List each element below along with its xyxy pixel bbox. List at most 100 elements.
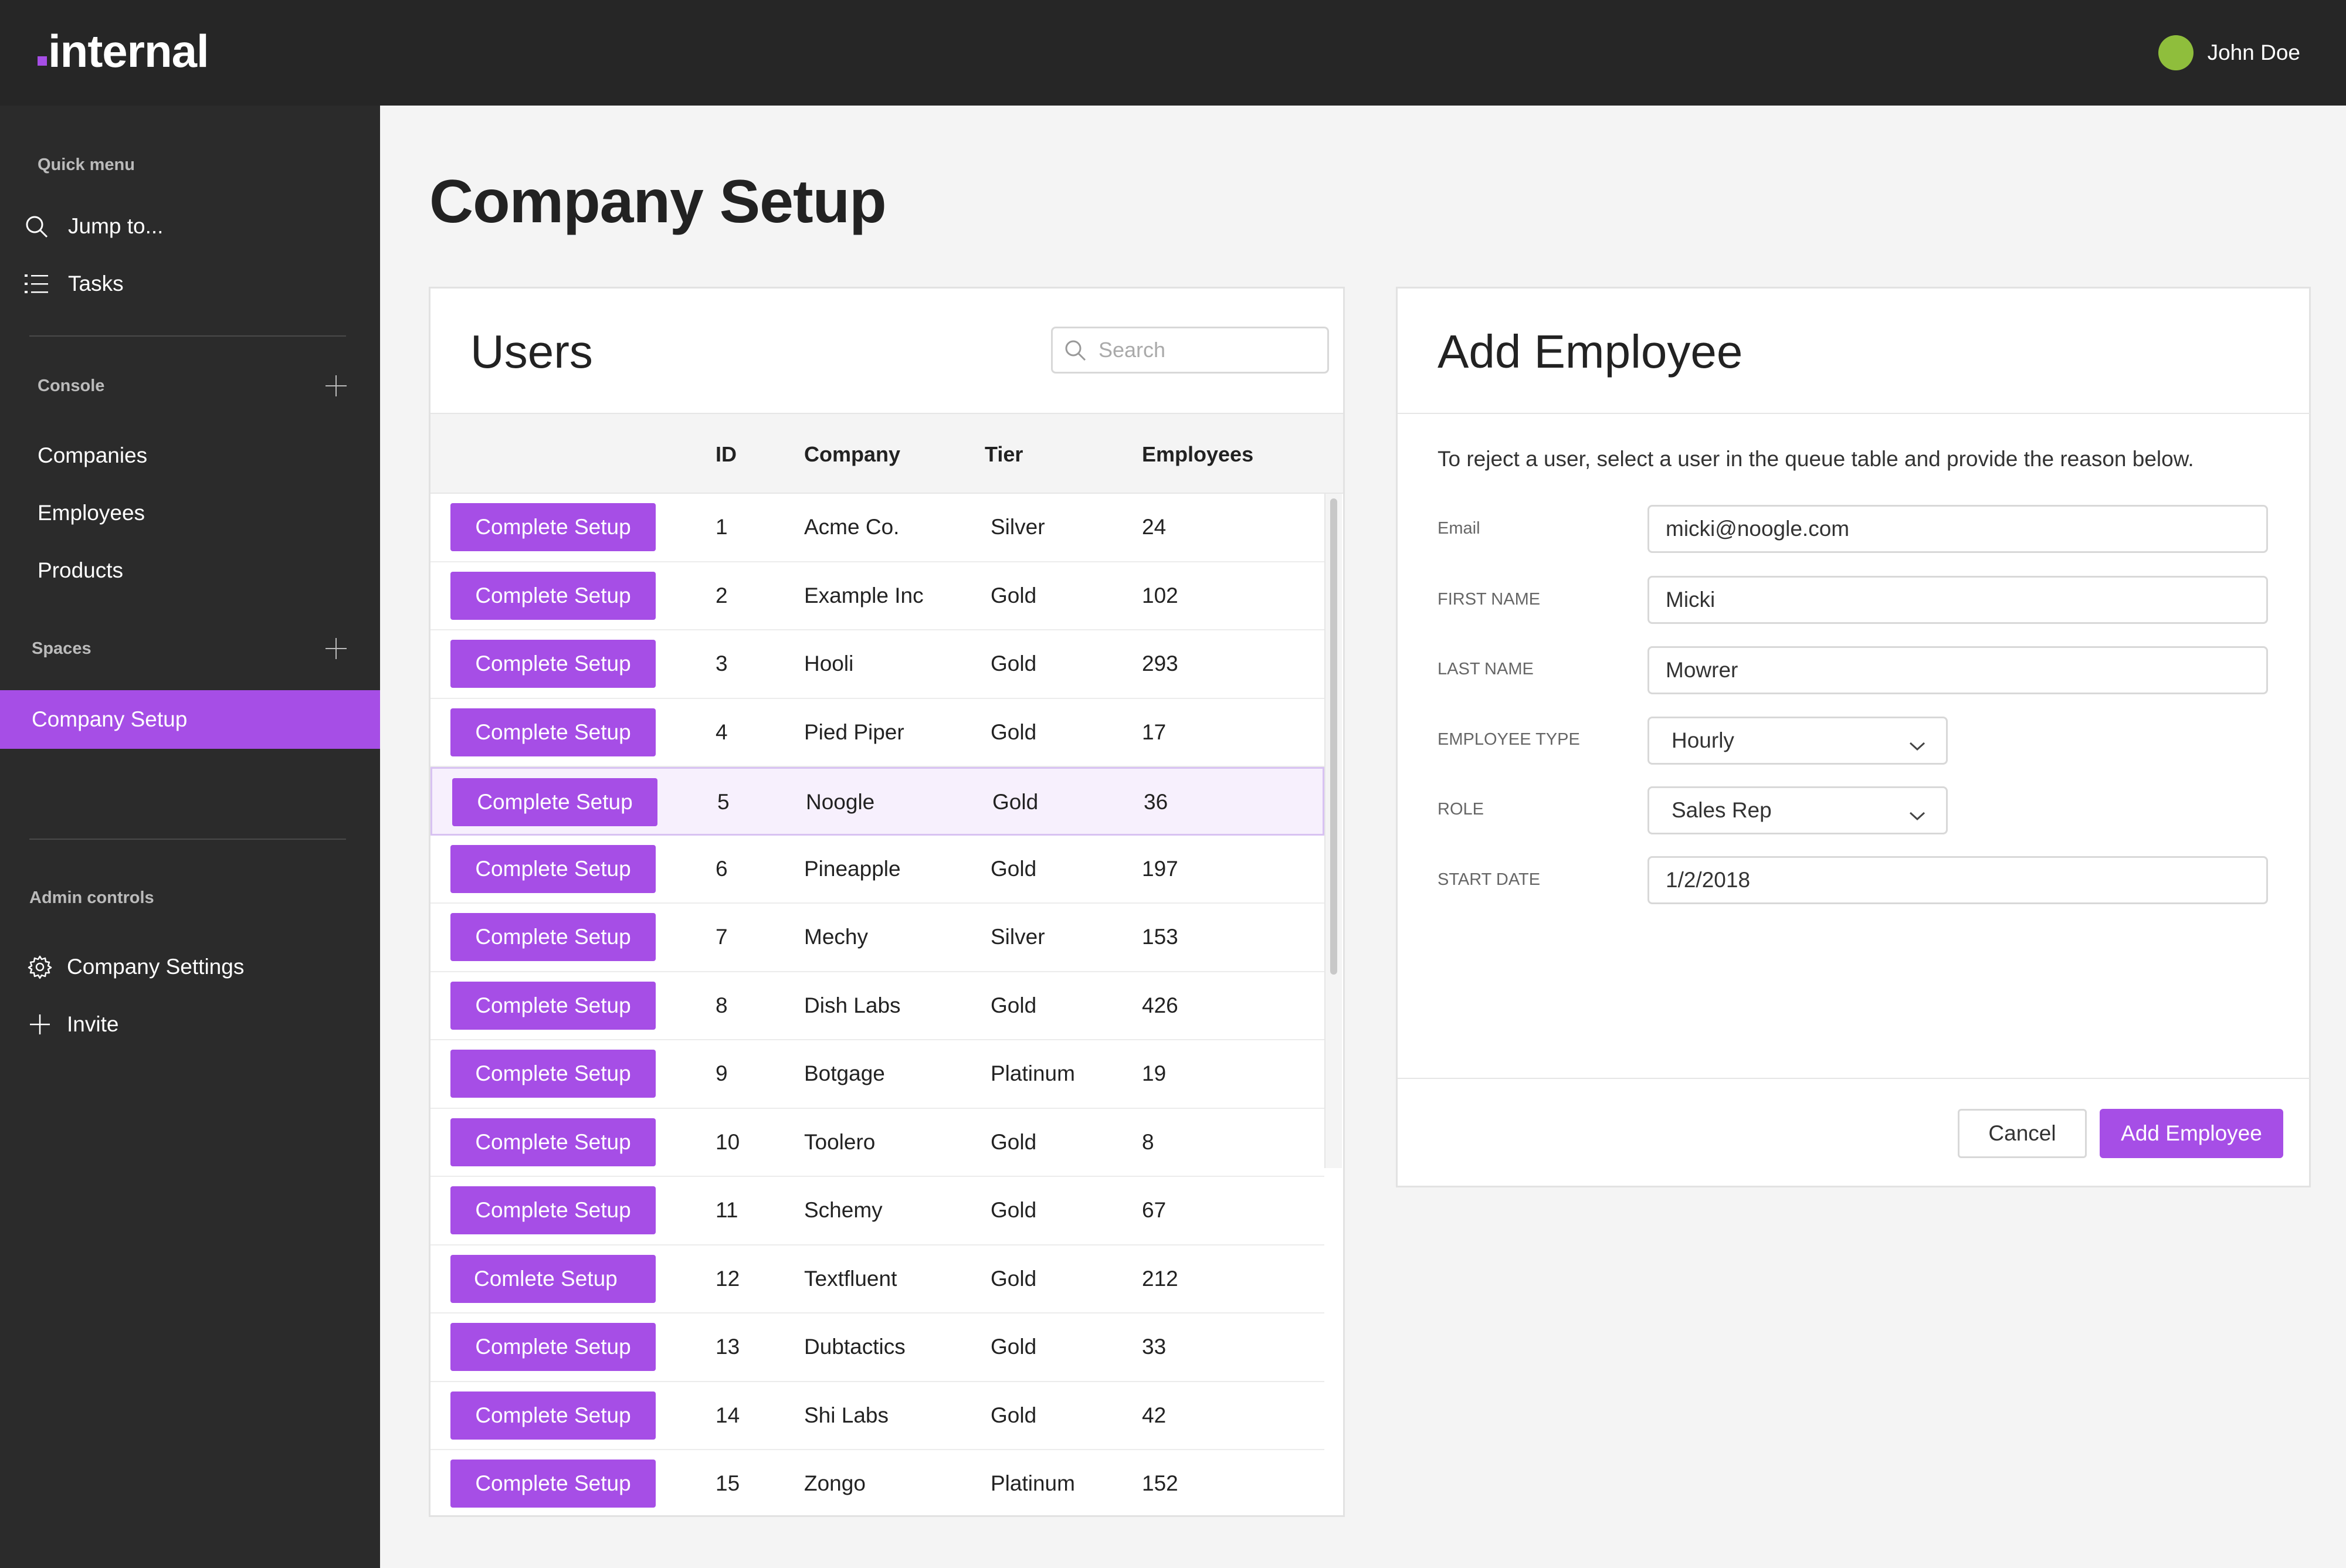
table-row[interactable]: Complete Setup 9 Botgage Platinum 19: [430, 1040, 1324, 1109]
complete-setup-button[interactable]: Complete Setup: [450, 1391, 656, 1440]
complete-setup-button[interactable]: Complete Setup: [450, 913, 656, 961]
cell-company: Shi Labs: [804, 1403, 889, 1427]
add-employee-button[interactable]: Add Employee: [2100, 1109, 2283, 1158]
sidebar-item-tasks[interactable]: Tasks: [0, 260, 380, 307]
user-menu[interactable]: John Doe: [2158, 35, 2300, 70]
table-row[interactable]: Complete Setup 15 Zongo Platinum 152: [430, 1450, 1324, 1515]
complete-setup-button[interactable]: Complete Setup: [452, 778, 657, 826]
cell-tier: Gold: [992, 790, 1039, 814]
cancel-button[interactable]: Cancel: [1958, 1109, 2087, 1158]
complete-setup-button[interactable]: Complete Setup: [450, 1186, 656, 1234]
complete-setup-button[interactable]: Complete Setup: [450, 571, 656, 620]
email-field[interactable]: micki@noogle.com: [1647, 505, 2268, 553]
gear-icon: [21, 955, 59, 979]
cell-company: Hooli: [804, 651, 854, 676]
table-row[interactable]: Complete Setup 2 Example Inc Gold 102: [430, 562, 1324, 630]
email-value: micki@noogle.com: [1666, 517, 1850, 541]
complete-setup-button[interactable]: Comlete Setup: [450, 1254, 656, 1303]
first-name-value: Micki: [1666, 588, 1716, 612]
sidebar-divider: [29, 839, 346, 840]
column-header-tier[interactable]: Tier: [985, 442, 1023, 466]
column-header-id[interactable]: ID: [716, 442, 737, 466]
role-label: ROLE: [1438, 800, 1484, 819]
cell-company: Dish Labs: [804, 993, 901, 1017]
cell-tier: Gold: [991, 1335, 1037, 1359]
plus-icon: [21, 1013, 59, 1036]
last-name-label: LAST NAME: [1438, 660, 1534, 678]
complete-setup-button[interactable]: Complete Setup: [450, 1118, 656, 1166]
employee-type-select[interactable]: Hourly: [1647, 717, 1948, 765]
complete-setup-button[interactable]: Complete Setup: [450, 708, 656, 756]
cell-id: 8: [716, 993, 728, 1017]
sidebar-item-invite[interactable]: Invite: [0, 1001, 380, 1048]
app-logo[interactable]: internal: [38, 25, 209, 78]
card-divider: [1398, 413, 2310, 414]
sidebar-item-products[interactable]: Products: [38, 558, 124, 582]
cell-tier: Gold: [991, 993, 1037, 1017]
cell-company: Toolero: [804, 1129, 876, 1154]
column-header-company[interactable]: Company: [804, 442, 901, 466]
role-select[interactable]: Sales Rep: [1647, 786, 1948, 834]
cell-employees: 42: [1142, 1403, 1167, 1427]
sidebar-item-company-settings[interactable]: Company Settings: [0, 943, 380, 990]
cell-tier: Silver: [991, 515, 1045, 539]
last-name-field[interactable]: Mowrer: [1647, 646, 2268, 694]
table-header: ID Company Tier Employees: [430, 413, 1343, 494]
users-title: Users: [470, 325, 593, 378]
cell-employees: 197: [1142, 856, 1178, 881]
cell-id: 11: [716, 1198, 738, 1222]
table-row[interactable]: Complete Setup 10 Toolero Gold 8: [430, 1109, 1324, 1177]
cell-id: 5: [717, 790, 730, 814]
table-row[interactable]: Complete Setup 11 Schemy Gold 67: [430, 1177, 1324, 1245]
cell-tier: Platinum: [991, 1061, 1075, 1085]
table-row[interactable]: Comlete Setup 12 Textfluent Gold 212: [430, 1245, 1324, 1314]
avatar: [2158, 35, 2194, 70]
table-row[interactable]: Complete Setup 14 Shi Labs Gold 42: [430, 1382, 1324, 1450]
table-row[interactable]: Complete Setup 5 Noogle Gold 36: [430, 767, 1324, 836]
search-input[interactable]: [1097, 337, 1311, 363]
cell-employees: 33: [1142, 1335, 1167, 1359]
add-employee-title: Add Employee: [1438, 325, 1743, 378]
start-date-label: START DATE: [1438, 870, 1541, 889]
table-row[interactable]: Complete Setup 8 Dish Labs Gold 426: [430, 972, 1324, 1040]
cell-id: 14: [716, 1403, 740, 1427]
add-console-icon[interactable]: [326, 375, 347, 396]
start-date-field[interactable]: 1/2/2018: [1647, 856, 2268, 904]
table-scrollbar[interactable]: [1324, 494, 1342, 1168]
column-header-employees[interactable]: Employees: [1142, 442, 1254, 466]
table-row[interactable]: Complete Setup 1 Acme Co. Silver 24: [430, 494, 1324, 562]
cell-tier: Gold: [991, 1403, 1037, 1427]
add-space-icon[interactable]: [326, 638, 347, 659]
cell-id: 15: [716, 1471, 740, 1495]
add-employee-description: To reject a user, select a user in the q…: [1438, 447, 2194, 471]
sidebar-item-employees[interactable]: Employees: [38, 501, 145, 525]
complete-setup-button[interactable]: Complete Setup: [450, 503, 656, 551]
sidebar-divider: [29, 335, 346, 337]
table-row[interactable]: Complete Setup 6 Pineapple Gold 197: [430, 836, 1324, 904]
chevron-down-icon: [1908, 734, 1926, 758]
sidebar-item-jump-to[interactable]: Jump to...: [0, 203, 380, 250]
complete-setup-button[interactable]: Complete Setup: [450, 1460, 656, 1508]
complete-setup-button[interactable]: Complete Setup: [450, 1323, 656, 1371]
sidebar-item-company-setup[interactable]: Company Setup: [0, 690, 380, 749]
sidebar-item-label: Invite: [67, 1012, 119, 1036]
complete-setup-button[interactable]: Complete Setup: [450, 844, 656, 893]
table-row[interactable]: Complete Setup 4 Pied Piper Gold 17: [430, 699, 1324, 767]
cell-company: Mechy: [804, 925, 868, 949]
sidebar-item-companies[interactable]: Companies: [38, 443, 148, 467]
last-name-value: Mowrer: [1666, 658, 1738, 682]
first-name-field[interactable]: Micki: [1647, 576, 2268, 624]
complete-setup-button[interactable]: Complete Setup: [450, 981, 656, 1030]
cell-tier: Gold: [991, 583, 1037, 607]
complete-setup-button[interactable]: Complete Setup: [450, 1050, 656, 1098]
users-card: Users ID Company Tier Employees Complete…: [429, 287, 1345, 1517]
scrollbar-thumb[interactable]: [1330, 498, 1337, 975]
cell-tier: Gold: [991, 719, 1037, 744]
complete-setup-button[interactable]: Complete Setup: [450, 640, 656, 688]
cell-company: Schemy: [804, 1198, 883, 1222]
quick-menu-label: Quick menu: [38, 155, 135, 174]
search-box[interactable]: [1051, 327, 1329, 374]
table-row[interactable]: Complete Setup 3 Hooli Gold 293: [430, 630, 1324, 699]
table-row[interactable]: Complete Setup 13 Dubtactics Gold 33: [430, 1314, 1324, 1382]
table-row[interactable]: Complete Setup 7 Mechy Silver 153: [430, 904, 1324, 972]
